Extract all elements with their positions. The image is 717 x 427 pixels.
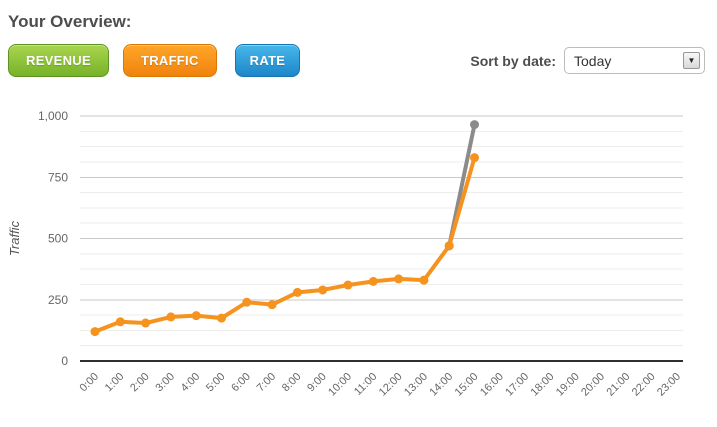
series-traffic-point [191,311,201,321]
y-tick-label: 1,000 [38,109,68,123]
x-tick-label: 7:00 [255,371,279,395]
series-traffic-point [444,241,454,251]
series-traffic-point [470,153,479,163]
x-tick-label: 23:00 [655,371,683,399]
x-tick-label: 8:00 [280,371,304,395]
sort-control: Sort by date: Today ▼ [470,47,709,74]
x-tick-label: 5:00 [204,371,228,395]
x-axis-labels: 0:00 1:00 2:00 3:00 4:00 5:00 6:00 7:00 8:00 9:00… [77,371,683,399]
series-traffic-point [217,313,226,323]
page-title: Your Overview: [8,12,132,31]
x-tick-label: 14:00 [427,371,455,399]
revenue-button[interactable]: REVENUE [8,44,109,77]
series-traffic-point [394,274,404,284]
x-tick-label: 1:00 [103,371,127,395]
series-traffic-point [343,280,353,290]
traffic-button[interactable]: TRAFFIC [122,44,217,77]
x-tick-label: 22:00 [630,371,658,399]
y-tick-label: 750 [48,170,68,184]
y-axis-labels: 0 250 500 750 1,000 [38,109,68,368]
sort-by-date-label: Sort by date: [470,52,556,69]
series-traffic-point [318,285,328,295]
x-tick-label: 9:00 [305,371,329,395]
x-tick-label: 10:00 [326,371,354,399]
series-traffic-point [242,297,252,307]
x-tick-label: 19:00 [554,371,582,399]
x-tick-label: 17:00 [503,371,531,399]
x-tick-label: 4:00 [179,371,203,395]
header: Your Overview: REVENUE TRAFFIC RATE Sort… [0,0,717,77]
x-tick-label: 2:00 [128,371,152,395]
series-traffic-point [90,327,100,337]
series-secondary-point [470,120,479,130]
traffic-chart-svg: 0 250 500 750 1,000 0:00 1:00 2:00 3:00 4:00 5:00 6… [7,109,683,399]
x-tick-label: 13:00 [402,371,430,399]
y-tick-label: 500 [48,232,68,246]
x-tick-label: 6:00 [229,371,253,395]
y-tick-label: 0 [61,354,68,368]
series-traffic-line [93,155,477,334]
series-traffic-point [141,318,151,328]
x-tick-label: 0:00 [77,371,101,395]
x-tick-label: 18:00 [529,371,557,399]
series-traffic-point [368,276,378,286]
series-traffic-point [267,300,277,310]
x-tick-label: 20:00 [579,371,607,399]
y-tick-label: 250 [48,293,68,307]
rate-button[interactable]: RATE [234,44,301,77]
x-tick-label: 3:00 [153,371,177,395]
sort-by-date-select[interactable]: Today ▼ [564,47,705,74]
toolbar: REVENUE TRAFFIC RATE Sort by date: Today… [8,44,709,77]
dropdown-arrow-icon[interactable]: ▼ [683,52,700,69]
series-traffic-point [115,317,125,327]
x-tick-label: 11:00 [352,371,379,398]
gridlines [80,115,683,362]
x-tick-label: 12:00 [377,371,405,399]
series-traffic-point [166,312,176,322]
y-axis-title: Traffic [7,220,22,256]
x-tick-label: 16:00 [478,371,506,399]
x-tick-label: 21:00 [604,371,632,399]
series-traffic-point [292,287,302,297]
traffic-chart: 0 250 500 750 1,000 0:00 1:00 2:00 3:00 4:00 5:00 6… [0,90,717,422]
x-tick-label: 15:00 [453,371,481,399]
series-traffic-point [419,275,429,285]
sort-by-date-value: Today [574,52,612,69]
